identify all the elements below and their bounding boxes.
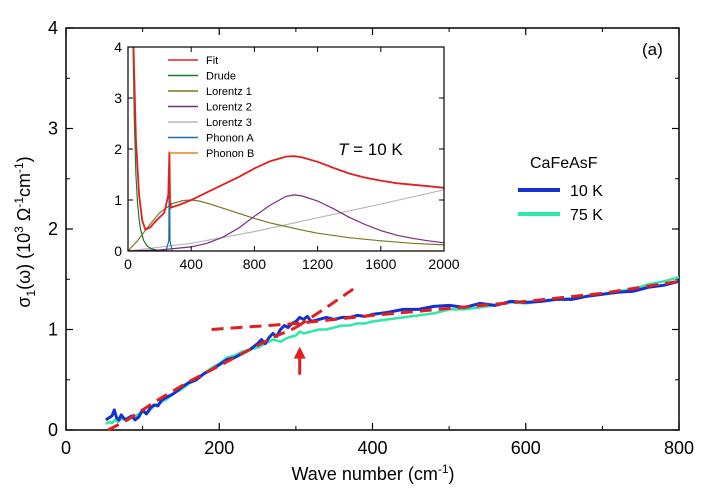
fit-dashed-line-1 xyxy=(295,285,359,329)
y-axis-title: σ1(ω) (103 Ω-1cm-1) xyxy=(12,156,38,307)
inset-y-tick-label-1: 1 xyxy=(114,192,122,208)
x-tick-label-800: 800 xyxy=(664,438,694,458)
inset-temperature-annotation: T = 10 K xyxy=(338,140,403,159)
main-series-group xyxy=(104,275,680,432)
inset-x-tick-label-1200: 1200 xyxy=(302,256,333,272)
y-tick-label-4: 4 xyxy=(48,18,58,38)
x-tick-label-600: 600 xyxy=(511,438,541,458)
legend-label-10k: 10 K xyxy=(570,183,603,200)
inset-legend-label-fit: Fit xyxy=(206,55,218,67)
series-line-75-k xyxy=(105,275,680,426)
x-tick-label-200: 200 xyxy=(204,438,234,458)
inset-legend-label-phonon-a: Phonon A xyxy=(206,133,254,145)
y-tick-label-0: 0 xyxy=(48,420,58,440)
inset-legend: Fit Drude Lorentz 1 Lorentz 2 Lorentz 3 Phono… xyxy=(168,55,254,160)
inset-legend-label-phonon-b: Phonon B xyxy=(206,148,254,160)
inset-series-fit xyxy=(132,47,444,231)
inset-y-tick-label-3: 3 xyxy=(114,90,122,106)
y-tick-label-1: 1 xyxy=(48,320,58,340)
fit-dashed-line-0 xyxy=(107,326,297,432)
inset-plot: 0 400 800 1200 1600 2000 0 1 2 3 4 Fit Drude Lorentz… xyxy=(90,39,460,275)
inset-series-lorentz-3 xyxy=(128,189,444,251)
inset-series-lorentz-1 xyxy=(128,199,444,251)
inset-legend-label-lorentz-2: Lorentz 2 xyxy=(206,102,252,114)
main-legend: CaFeAsF 10 K 75 K xyxy=(518,155,603,224)
panel-label: (a) xyxy=(642,40,663,59)
feature-arrow-head xyxy=(293,346,306,359)
y-tick-label-3: 3 xyxy=(48,119,58,139)
legend-label-75k: 75 K xyxy=(570,207,603,224)
inset-series-lorentz-2 xyxy=(128,194,444,251)
inset-series-group xyxy=(128,47,444,251)
inset-axis-ticks: 0 400 800 1200 1600 2000 0 1 2 3 4 xyxy=(114,39,460,272)
inset-x-tick-label-1600: 1600 xyxy=(365,256,396,272)
inset-legend-label-lorentz-3: Lorentz 3 xyxy=(206,117,252,129)
inset-series-drude xyxy=(132,47,170,251)
fit-dashed-line-2 xyxy=(211,279,680,331)
inset-x-tick-label-2000: 2000 xyxy=(428,256,459,272)
x-axis-title: Wave number (cm-1) xyxy=(291,462,454,484)
inset-legend-label-drude: Drude xyxy=(206,71,236,83)
y-tick-label-2: 2 xyxy=(48,219,58,239)
x-tick-label-400: 400 xyxy=(357,438,387,458)
x-tick-label-0: 0 xyxy=(61,438,71,458)
inset-x-tick-label-0: 0 xyxy=(124,256,132,272)
inset-x-tick-label-800: 800 xyxy=(243,256,267,272)
inset-y-tick-label-4: 4 xyxy=(114,39,122,55)
inset-y-tick-label-2: 2 xyxy=(114,141,122,157)
inset-y-tick-label-0: 0 xyxy=(114,243,122,259)
series-line-10-k xyxy=(104,279,680,422)
inset-legend-label-lorentz-1: Lorentz 1 xyxy=(206,86,252,98)
inset-background xyxy=(90,39,454,275)
legend-title: CaFeAsF xyxy=(530,155,598,172)
inset-x-tick-label-400: 400 xyxy=(180,256,204,272)
